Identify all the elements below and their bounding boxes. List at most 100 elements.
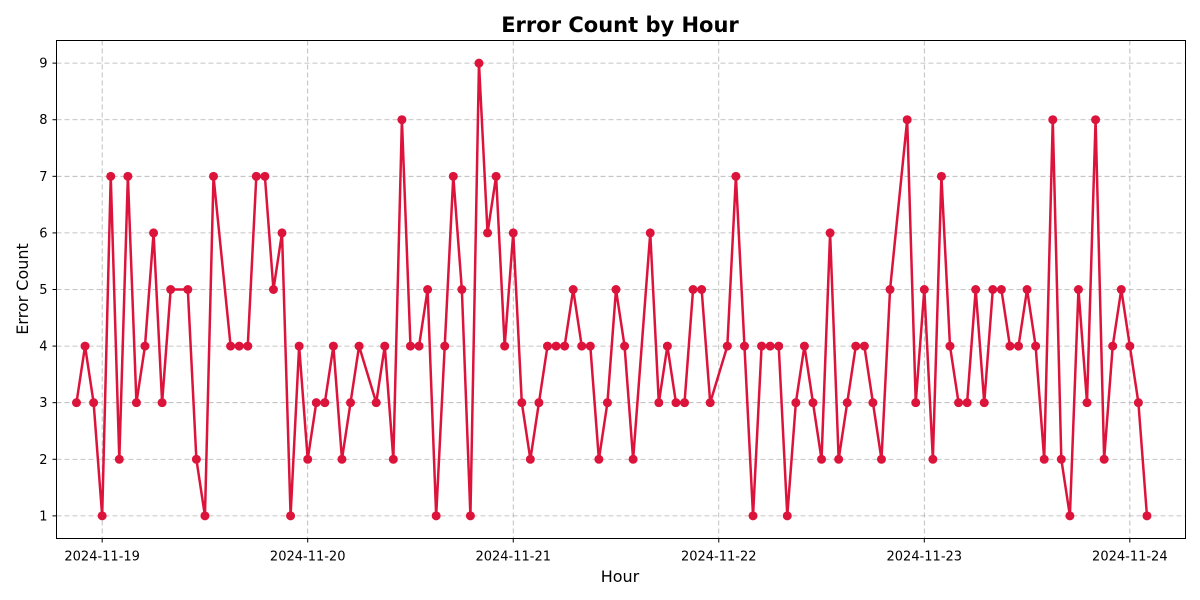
data-point (722, 341, 732, 351)
y-tick-label: 6 (39, 226, 47, 241)
data-point (1142, 511, 1152, 521)
data-point (988, 285, 998, 294)
data-point (671, 398, 681, 408)
data-point (423, 285, 433, 294)
data-point (1056, 454, 1066, 464)
data-point (774, 341, 784, 351)
y-tick-label: 9 (39, 57, 47, 72)
data-point (585, 341, 595, 351)
data-point (688, 285, 698, 294)
data-point (209, 171, 218, 181)
data-point (474, 58, 484, 68)
data-point (919, 285, 929, 294)
data-point (962, 398, 972, 408)
x-axis-label: Hour (601, 567, 640, 586)
data-point (191, 454, 201, 464)
data-point (1022, 285, 1032, 294)
data-point (1014, 341, 1024, 351)
data-point (337, 454, 347, 464)
data-point (996, 285, 1006, 294)
chart-title: Error Count by Hour (501, 13, 739, 37)
series-layer (71, 58, 1152, 521)
data-point (200, 511, 210, 521)
data-point (303, 454, 313, 464)
data-point (491, 171, 501, 181)
data-point (885, 285, 895, 294)
grid (56, 40, 1186, 539)
data-point (560, 341, 570, 351)
data-point (577, 341, 587, 351)
data-point (628, 454, 638, 464)
data-point (1031, 341, 1041, 351)
data-point (1116, 285, 1126, 294)
data-point (465, 511, 475, 521)
data-point (405, 341, 415, 351)
data-point (680, 398, 690, 408)
data-point (876, 454, 886, 464)
data-point (542, 341, 552, 351)
data-point (440, 341, 450, 351)
data-point (697, 285, 707, 294)
y-tick-label: 1 (39, 509, 47, 524)
data-point (748, 511, 758, 521)
data-point (979, 398, 989, 408)
data-point (508, 228, 518, 238)
data-point (782, 511, 792, 521)
data-point (414, 341, 424, 351)
data-point (106, 171, 116, 181)
data-point (123, 171, 133, 181)
data-point (483, 228, 493, 238)
data-point (620, 341, 630, 351)
data-point (859, 341, 869, 351)
data-point (97, 511, 107, 521)
data-point (594, 454, 604, 464)
data-point (825, 228, 835, 238)
data-point (286, 511, 296, 521)
data-point (1133, 398, 1143, 408)
data-point (260, 171, 270, 181)
y-tick-label: 5 (39, 283, 47, 298)
data-point (500, 341, 510, 351)
data-point (431, 511, 441, 521)
data-point (1125, 341, 1135, 351)
data-point (602, 398, 612, 408)
data-point (765, 341, 775, 351)
data-point (268, 285, 278, 294)
data-point (808, 398, 818, 408)
data-point (971, 285, 981, 294)
data-point (251, 171, 261, 181)
data-point (311, 398, 321, 408)
data-point (388, 454, 398, 464)
data-point (71, 398, 81, 408)
data-point (1048, 115, 1058, 125)
data-point (234, 341, 244, 351)
data-point (294, 341, 304, 351)
y-tick-label: 3 (39, 396, 47, 411)
data-point (140, 341, 150, 351)
y-tick-label: 7 (39, 170, 47, 185)
data-point (911, 398, 921, 408)
data-point (226, 341, 236, 351)
data-point (380, 341, 390, 351)
data-point (371, 398, 381, 408)
data-point (611, 285, 621, 294)
data-point (157, 398, 167, 408)
y-tick-label: 2 (39, 453, 47, 468)
data-point (525, 454, 535, 464)
data-point (457, 285, 467, 294)
data-point (551, 341, 561, 351)
data-point (868, 398, 878, 408)
data-point (654, 398, 664, 408)
data-point (346, 398, 356, 408)
data-point (928, 454, 938, 464)
data-point (80, 341, 90, 351)
y-tick-label: 4 (39, 340, 47, 355)
y-axis-label: Error Count (13, 243, 32, 335)
data-point (731, 171, 741, 181)
data-point (1039, 454, 1049, 464)
x-tick-label: 2024-11-23 (887, 550, 963, 565)
x-tick-label: 2024-11-24 (1092, 550, 1168, 565)
data-point (517, 398, 527, 408)
